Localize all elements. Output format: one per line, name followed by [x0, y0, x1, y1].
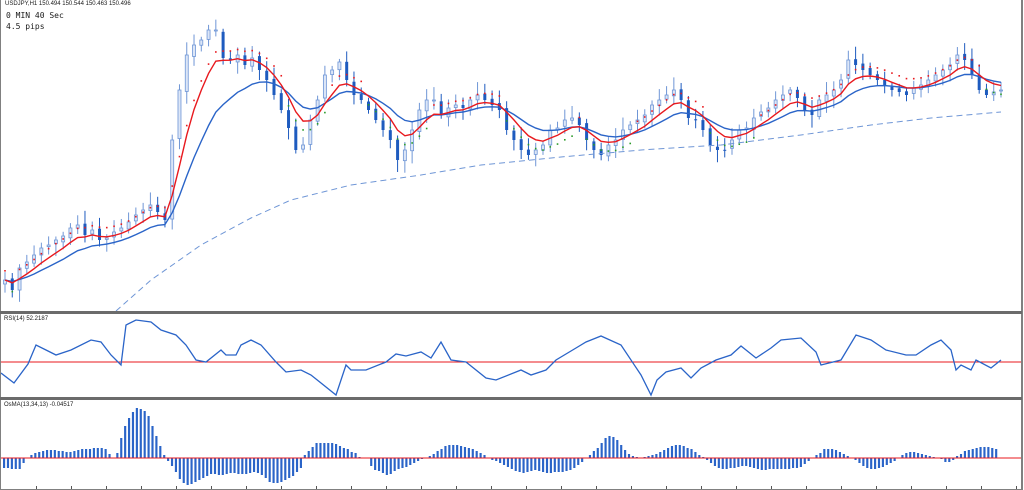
price-scale[interactable]: [1022, 0, 1024, 490]
osma-chart-canvas: [1, 408, 1021, 485]
rsi-label: RSI(14) 52.2187: [4, 316, 49, 322]
time-tick: [386, 486, 387, 489]
time-tick: [456, 486, 457, 489]
main-price-pane[interactable]: USDJPY,H1 150.494 150.544 150.463 150.49…: [0, 0, 1022, 311]
time-tick: [211, 486, 212, 489]
osma-label: OsMA(13,34,13) -0.04517: [4, 402, 74, 408]
time-tick: [316, 486, 317, 489]
rsi-chart-canvas: [1, 319, 1021, 397]
time-tick: [281, 486, 282, 489]
candle-timer-label: 0 MIN 40 Sec: [6, 11, 64, 20]
time-tick: [36, 486, 37, 489]
time-tick: [176, 486, 177, 489]
time-tick: [806, 486, 807, 489]
time-tick: [771, 486, 772, 489]
time-tick: [981, 486, 982, 489]
time-tick: [841, 486, 842, 489]
time-tick: [946, 486, 947, 489]
time-tick: [561, 486, 562, 489]
time-tick: [491, 486, 492, 489]
time-tick: [1016, 486, 1017, 489]
time-tick: [421, 486, 422, 489]
time-tick: [351, 486, 352, 489]
pane-separator-2[interactable]: [0, 397, 1022, 400]
symbol-info-line: USDJPY,H1 150.494 150.544 150.463 150.49…: [5, 1, 131, 7]
time-tick: [596, 486, 597, 489]
time-tick: [526, 486, 527, 489]
time-tick: [71, 486, 72, 489]
spread-label: 4.5 pips: [6, 22, 45, 31]
time-tick: [631, 486, 632, 489]
time-tick: [736, 486, 737, 489]
time-tick: [246, 486, 247, 489]
price-chart-canvas: [3, 19, 1003, 311]
time-tick: [701, 486, 702, 489]
pane-separator-1[interactable]: [0, 311, 1022, 314]
rsi-indicator-pane[interactable]: RSI(14) 52.2187: [0, 314, 1022, 397]
time-tick: [141, 486, 142, 489]
time-tick: [106, 486, 107, 489]
time-tick: [911, 486, 912, 489]
osma-indicator-pane[interactable]: OsMA(13,34,13) -0.04517: [0, 400, 1022, 490]
time-tick: [666, 486, 667, 489]
time-tick: [876, 486, 877, 489]
